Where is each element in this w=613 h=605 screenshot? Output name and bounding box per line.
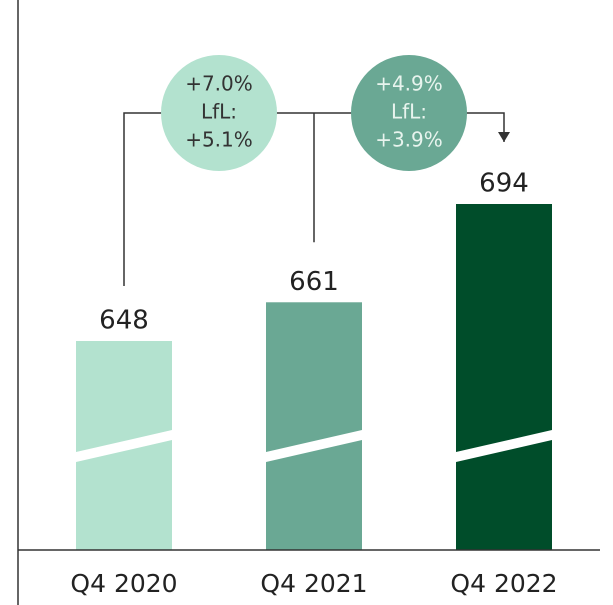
x-tick-label: Q4 2022 (450, 569, 557, 598)
axis-break (76, 430, 172, 462)
value-label: 661 (289, 267, 339, 297)
bar (266, 302, 362, 550)
axis-break (456, 430, 552, 462)
growth-bubble (161, 55, 277, 171)
growth-text: LfL: (201, 100, 237, 124)
growth-text: +5.1% (185, 128, 253, 152)
growth-text: LfL: (391, 100, 427, 124)
axis-break (266, 430, 362, 462)
growth-bubble (351, 55, 467, 171)
x-tick-label: Q4 2021 (260, 569, 367, 598)
growth-text: +7.0% (185, 72, 253, 96)
growth-text: +4.9% (375, 72, 443, 96)
x-tick-label: Q4 2020 (70, 569, 177, 598)
arrow-head (498, 132, 510, 142)
value-label: 648 (99, 306, 149, 336)
bar (456, 204, 552, 550)
growth-text: +3.9% (375, 128, 443, 152)
value-label: 694 (479, 169, 529, 199)
